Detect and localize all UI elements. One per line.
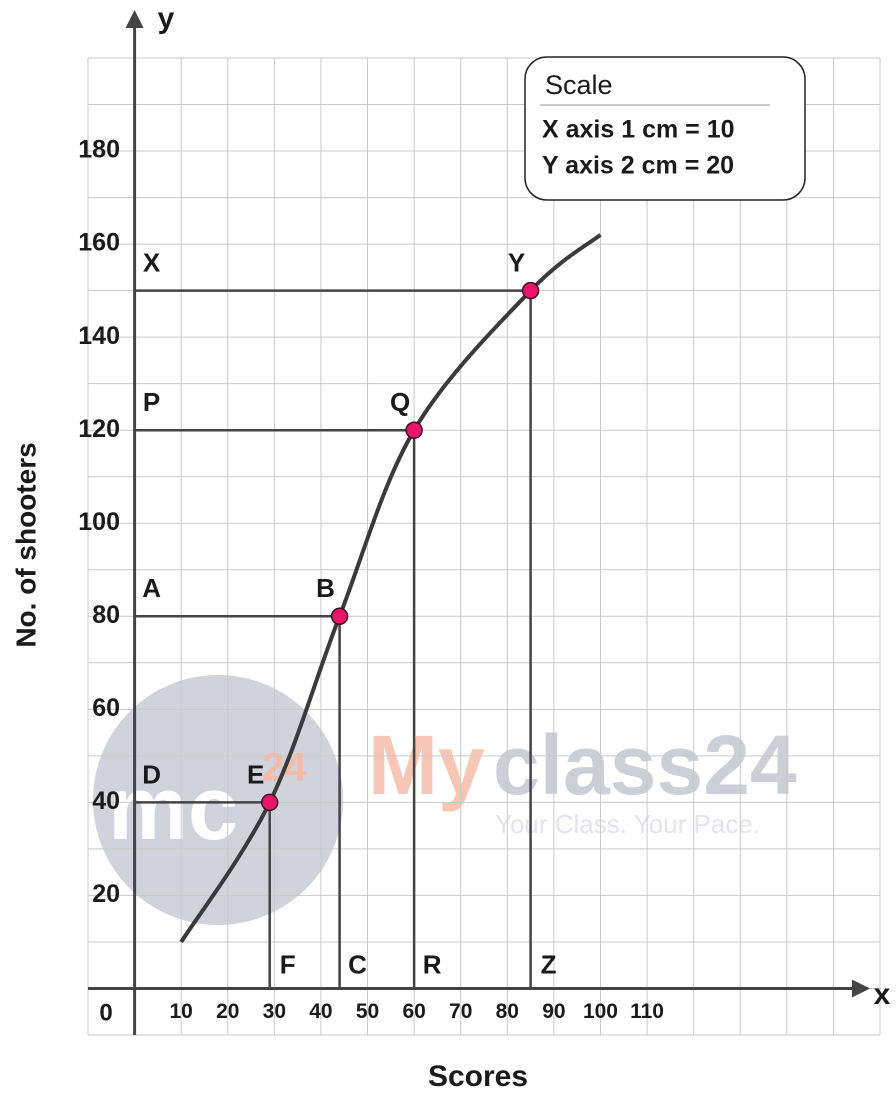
x-axis-arrow — [852, 979, 870, 998]
watermark-logo: mc — [108, 759, 238, 859]
x-tick-label: 80 — [496, 1000, 519, 1023]
point-label: E — [247, 759, 264, 789]
x-tick-label: 30 — [263, 1000, 286, 1023]
x-point-label: C — [348, 949, 367, 979]
point — [330, 607, 349, 626]
y-tick-label: 140 — [78, 322, 120, 350]
x-tick-label: 20 — [216, 1000, 239, 1023]
y-tick-label: 80 — [92, 601, 120, 629]
y-tick-label: 60 — [92, 694, 120, 722]
x-point-label: R — [423, 949, 442, 979]
x-tick-label: 40 — [309, 1000, 332, 1023]
x-tick-label: 60 — [402, 1000, 425, 1023]
point-label: Y — [508, 247, 525, 277]
origin-label: 0 — [99, 999, 112, 1026]
point — [405, 421, 423, 439]
x-tick-label: 110 — [630, 1000, 664, 1023]
scale-title: Scale — [545, 70, 613, 100]
y-tick-label: 180 — [78, 136, 120, 164]
x-tick-label: 90 — [542, 1000, 565, 1023]
y-tick-label: 100 — [78, 508, 120, 536]
scale-line: X axis 1 cm = 10 — [542, 116, 735, 144]
x-tick-label: 100 — [583, 1000, 618, 1023]
y-axis-title: No. of shooters — [10, 442, 41, 647]
scale-box-frame — [524, 56, 806, 201]
y-axis-arrow — [125, 10, 144, 28]
point — [260, 793, 279, 812]
x-tick-label: 50 — [356, 1000, 379, 1023]
point-label: B — [316, 573, 335, 603]
scale-box: Scale X axis 1 cm = 10 Y axis 2 cm = 20 — [524, 56, 806, 201]
y-tick-label: 160 — [78, 229, 120, 257]
watermark-brand: My — [368, 718, 485, 812]
y-tick-label: 40 — [92, 787, 120, 815]
y-axis-name: y — [158, 2, 175, 35]
point — [521, 281, 540, 300]
x-tick-label: 10 — [169, 1000, 192, 1023]
scale-line: Y axis 2 cm = 20 — [542, 152, 734, 180]
x-axis-title: Scores — [428, 1060, 528, 1093]
plot: 10 20 30 40 50 60 70 80 90 100 110 20 40 60 80 100 120 14… — [78, 10, 870, 1035]
point-label: Q — [390, 387, 410, 417]
watermark-tagline: Your Class. Your Pace. — [495, 809, 760, 839]
y-point-label: A — [142, 573, 161, 603]
y-point-label: D — [142, 759, 161, 789]
y-tick-label: 20 — [92, 880, 120, 908]
watermark-circle — [93, 675, 343, 925]
watermark-brand: class24 — [493, 718, 797, 812]
x-tick-label: 70 — [449, 1000, 472, 1023]
y-tick-label: 120 — [78, 415, 120, 443]
x-axis-name: x — [874, 978, 891, 1011]
y-point-label: X — [143, 247, 161, 277]
y-point-label: P — [143, 387, 160, 417]
x-point-label: Z — [541, 949, 557, 979]
x-point-label: F — [280, 949, 296, 979]
